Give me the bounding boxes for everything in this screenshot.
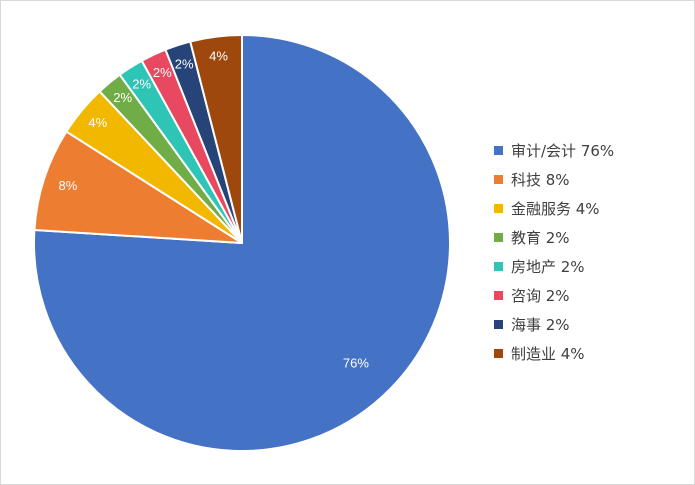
legend-swatch <box>494 146 503 155</box>
legend-swatch <box>494 320 503 329</box>
legend-label: 金融服务 4% <box>511 200 600 218</box>
legend-swatch <box>494 175 503 184</box>
chart-legend: 审计/会计 76% 科技 8% 金融服务 4% 教育 2% 房地产 2% 咨询 2% 海事 … <box>494 136 614 368</box>
legend-label: 咨询 2% <box>511 287 570 305</box>
legend-item: 海事 2% <box>494 310 614 339</box>
slice-data-label: 2% <box>175 56 194 71</box>
pie-slice <box>189 33 243 244</box>
slice-data-label: 76% <box>343 356 369 371</box>
legend-swatch <box>494 349 503 358</box>
legend-label: 科技 8% <box>511 171 570 189</box>
slice-data-label: 4% <box>88 115 107 130</box>
slice-data-label: 8% <box>59 178 78 193</box>
legend-label: 海事 2% <box>511 316 570 334</box>
legend-item: 审计/会计 76% <box>494 136 614 165</box>
legend-item: 咨询 2% <box>494 281 614 310</box>
legend-item: 科技 8% <box>494 165 614 194</box>
legend-label: 房地产 2% <box>511 258 585 276</box>
legend-label: 教育 2% <box>511 229 570 247</box>
legend-swatch <box>494 262 503 271</box>
legend-item: 教育 2% <box>494 223 614 252</box>
legend-swatch <box>494 291 503 300</box>
legend-item: 制造业 4% <box>494 339 614 368</box>
legend-swatch <box>494 204 503 213</box>
pie-slice <box>33 130 243 244</box>
slice-data-label: 2% <box>113 90 132 105</box>
pie-slice <box>33 33 451 452</box>
legend-label: 制造业 4% <box>511 345 585 363</box>
legend-item: 房地产 2% <box>494 252 614 281</box>
slice-data-label: 2% <box>153 65 172 80</box>
legend-label: 审计/会计 76% <box>511 142 615 160</box>
slice-data-label: 4% <box>209 49 228 64</box>
slice-data-label: 2% <box>132 76 151 91</box>
legend-item: 金融服务 4% <box>494 194 614 223</box>
legend-swatch <box>494 233 503 242</box>
